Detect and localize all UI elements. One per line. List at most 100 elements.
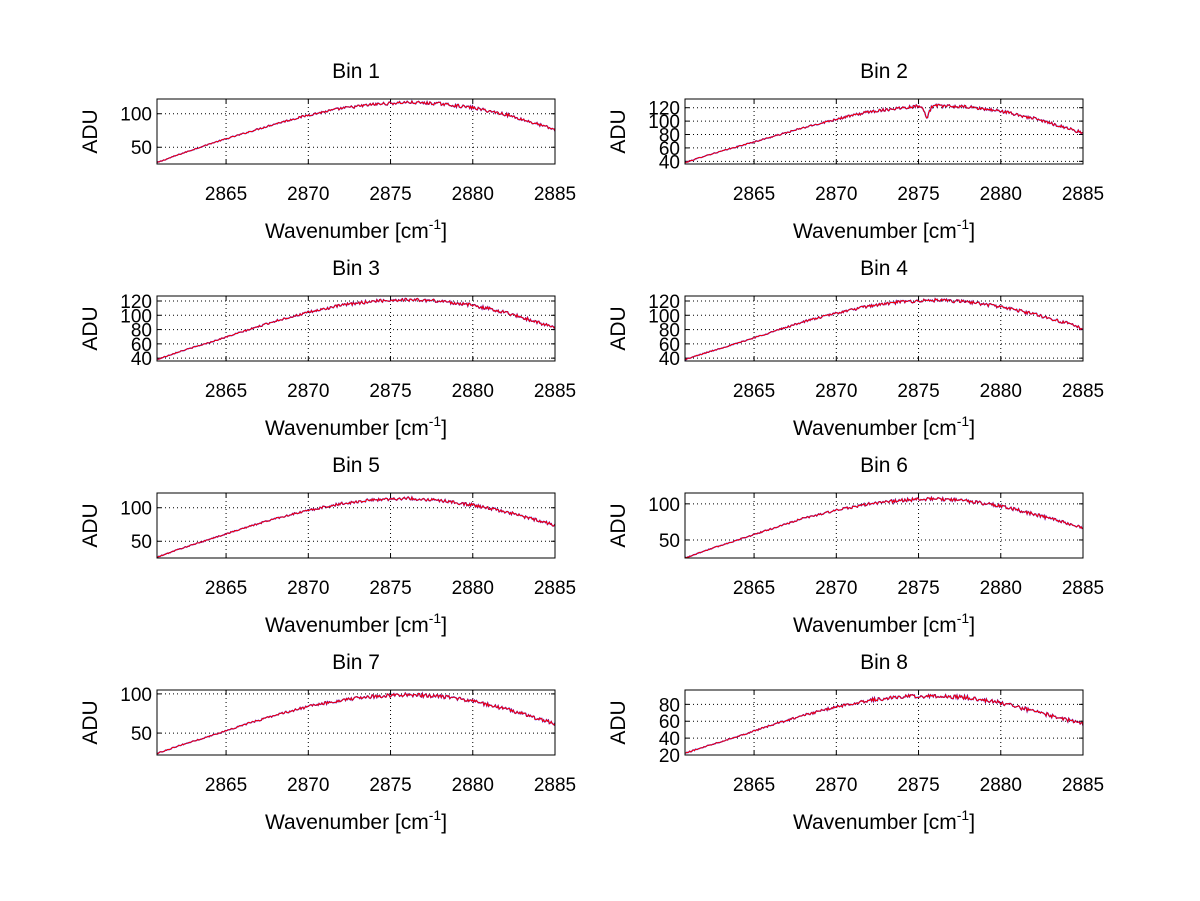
bin1-axes-box [156, 98, 556, 165]
bin6-ylabel: ADU [607, 503, 630, 547]
bin4-ytick-label-120: 120 [648, 292, 680, 313]
bin7-title: Bin 7 [332, 651, 380, 674]
bin5-xtick-label-2885: 2885 [534, 578, 576, 599]
bin2-xtick-label-2885: 2885 [1062, 184, 1104, 205]
bin5-series-red [157, 495, 555, 558]
bin2-xlabel: Wavenumber [cm-1] [793, 216, 975, 243]
bin1-xtick-label-2880: 2880 [452, 184, 494, 205]
bin4-xtick-label-2870: 2870 [815, 381, 857, 402]
bin4-xlabel-superscript: -1 [957, 413, 970, 429]
bin5-ytick-label-100: 100 [120, 499, 152, 520]
bin3-xtick-label-2885: 2885 [534, 381, 576, 402]
bin4-title: Bin 4 [860, 257, 908, 280]
bin7-xtick-label-2865: 2865 [205, 775, 247, 796]
bin7-xtick-label-2880: 2880 [452, 775, 494, 796]
bin4-ytick-label-40: 40 [659, 349, 680, 370]
bin6-xtick-label-2875: 2875 [897, 578, 939, 599]
bin8-ytick-label-20: 20 [659, 746, 680, 767]
bin6-xlabel-main: Wavenumber [cm [793, 614, 957, 637]
bin8-ytick-label-60: 60 [659, 712, 680, 733]
bin7-xtick-label-2885: 2885 [534, 775, 576, 796]
bin6-xtick-label-2870: 2870 [815, 578, 857, 599]
bin3-xtick-label-2870: 2870 [287, 381, 329, 402]
bin4-xlabel-main: Wavenumber [cm [793, 417, 957, 440]
bin5-ylabel: ADU [79, 503, 102, 547]
bin5-axes-box [156, 492, 556, 559]
bin4-series-red [685, 297, 1083, 361]
bin1-xtick-label-2870: 2870 [287, 184, 329, 205]
bin4-xtick-label-2880: 2880 [980, 381, 1022, 402]
bin4-xlabel: Wavenumber [cm-1] [793, 413, 975, 440]
bin1-xtick-label-2885: 2885 [534, 184, 576, 205]
bin2-ytick-label-80: 80 [659, 126, 680, 147]
bin3-xlabel: Wavenumber [cm-1] [265, 413, 447, 440]
bin6-xtick-label-2885: 2885 [1062, 578, 1104, 599]
bin3-ytick-label-60: 60 [131, 335, 152, 356]
bin8-xtick-label-2880: 2880 [980, 775, 1022, 796]
bin2-xtick-label-2875: 2875 [897, 184, 939, 205]
bin1-subplot: Bin 1 2865 2870 2875 2880 2885 50 100 ADU Wavenum… [79, 60, 576, 243]
bin8-title: Bin 8 [860, 651, 908, 674]
bin7-xtick-label-2870: 2870 [287, 775, 329, 796]
bin3-xlabel-superscript: -1 [429, 413, 442, 429]
bin1-ytick-label-50: 50 [131, 138, 152, 159]
bin3-ytick-label-80: 80 [131, 321, 152, 342]
bin4-ytick-label-100: 100 [648, 306, 680, 327]
bin3-axes-box [156, 295, 556, 362]
bin8-xlabel-suffix: ] [969, 811, 975, 834]
bin1-ytick-label-100: 100 [120, 105, 152, 126]
bin5-xlabel-main: Wavenumber [cm [265, 614, 429, 637]
bin3-xtick-label-2880: 2880 [452, 381, 494, 402]
bin7-xlabel-main: Wavenumber [cm [265, 811, 429, 834]
bin4-ylabel: ADU [607, 306, 630, 350]
bin6-axes-box [684, 492, 1084, 559]
bin7-ylabel: ADU [79, 700, 102, 744]
bin7-xlabel-suffix: ] [441, 811, 447, 834]
bin8-xlabel-main: Wavenumber [cm [793, 811, 957, 834]
bin1-title: Bin 1 [332, 60, 380, 83]
bin7-xlabel-superscript: -1 [429, 807, 442, 823]
bin2-ytick-label-40: 40 [659, 152, 680, 173]
bin5-ytick-label-50: 50 [131, 532, 152, 553]
bin1-xlabel-superscript: -1 [429, 216, 442, 232]
bin8-xtick-label-2875: 2875 [897, 775, 939, 796]
bin5-title: Bin 5 [332, 454, 380, 477]
bin2-xtick-label-2865: 2865 [733, 184, 775, 205]
bin1-xlabel-main: Wavenumber [cm [265, 220, 429, 243]
bin8-xtick-label-2870: 2870 [815, 775, 857, 796]
bin4-xtick-label-2865: 2865 [733, 381, 775, 402]
bin7-xlabel: Wavenumber [cm-1] [265, 807, 447, 834]
bin7-ytick-label-100: 100 [120, 685, 152, 706]
bin1-series-red [157, 99, 555, 163]
bin6-xtick-label-2880: 2880 [980, 578, 1022, 599]
bin4-axes-box [684, 295, 1084, 362]
bin2-title: Bin 2 [860, 60, 908, 83]
bin3-title: Bin 3 [332, 257, 380, 280]
bin1-xtick-label-2875: 2875 [369, 184, 411, 205]
bin4-xlabel-suffix: ] [969, 417, 975, 440]
bin6-series-red [685, 496, 1083, 558]
bin5-xlabel: Wavenumber [cm-1] [265, 610, 447, 637]
bin7-series-red [157, 691, 555, 755]
bin1-xlabel: Wavenumber [cm-1] [265, 216, 447, 243]
bin3-xtick-label-2875: 2875 [369, 381, 411, 402]
bin8-xlabel-superscript: -1 [957, 807, 970, 823]
bin2-xlabel-superscript: -1 [957, 216, 970, 232]
bin2-ytick-label-60: 60 [659, 139, 680, 160]
bin4-ytick-label-80: 80 [659, 321, 680, 342]
bin8-series-red [685, 693, 1083, 754]
bin1-xlabel-suffix: ] [441, 220, 447, 243]
bin8-xlabel: Wavenumber [cm-1] [793, 807, 975, 834]
bin3-ytick-label-120: 120 [120, 292, 152, 313]
bin5-xlabel-suffix: ] [441, 614, 447, 637]
bin7-ytick-label-50: 50 [131, 724, 152, 745]
bin7-xtick-label-2875: 2875 [369, 775, 411, 796]
bin5-subplot: Bin 5 2865 2870 2875 2880 2885 50 100 ADU Wavenum… [79, 454, 576, 637]
bin5-xtick-label-2875: 2875 [369, 578, 411, 599]
bin4-xtick-label-2885: 2885 [1062, 381, 1104, 402]
bin8-ytick-label-80: 80 [659, 695, 680, 716]
bin5-xtick-label-2865: 2865 [205, 578, 247, 599]
